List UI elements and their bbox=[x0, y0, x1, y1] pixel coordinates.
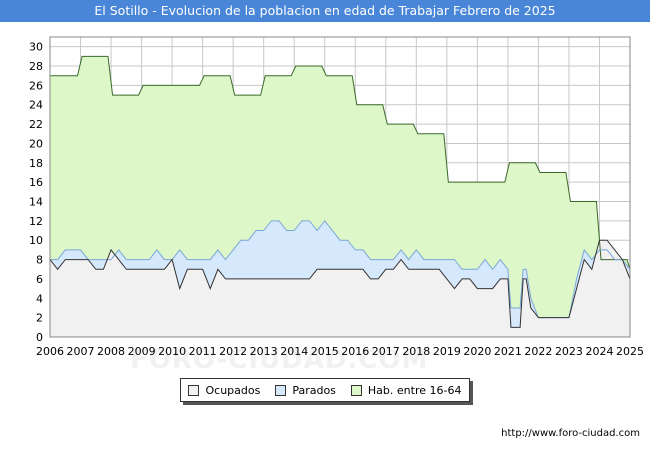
x-tick-label: 2013 bbox=[250, 345, 278, 358]
legend-label-parados: Parados bbox=[292, 383, 336, 397]
plot-frame bbox=[49, 36, 631, 338]
x-tick-label: 2018 bbox=[402, 345, 430, 358]
x-tick-label: 2010 bbox=[158, 345, 186, 358]
x-tick-label: 2012 bbox=[219, 345, 247, 358]
y-tick-label: 4 bbox=[36, 292, 43, 305]
y-tick-label: 24 bbox=[29, 99, 43, 112]
x-tick-label: 2006 bbox=[36, 345, 64, 358]
x-tick-label: 2015 bbox=[311, 345, 339, 358]
x-tick-label: 2008 bbox=[97, 345, 125, 358]
y-tick-label: 30 bbox=[29, 41, 43, 54]
legend-item-parados: Parados bbox=[275, 384, 336, 397]
x-tick-label: 2016 bbox=[341, 345, 369, 358]
x-tick-label: 2025 bbox=[616, 345, 644, 358]
legend-swatch-parados bbox=[275, 384, 287, 396]
x-tick-label: 2011 bbox=[189, 345, 217, 358]
chart-title: El Sotillo - Evolucion de la poblacion e… bbox=[0, 0, 650, 22]
x-tick-label: 2021 bbox=[494, 345, 522, 358]
x-tick-label: 2019 bbox=[433, 345, 461, 358]
x-tick-label: 2009 bbox=[128, 345, 156, 358]
series-line-parados bbox=[50, 220, 631, 319]
legend-item-hab: Hab. entre 16-64 bbox=[350, 383, 462, 397]
y-tick-label: 22 bbox=[29, 118, 43, 131]
x-tick-label: 2017 bbox=[372, 345, 400, 358]
footer-url: http://www.foro-ciudad.com bbox=[501, 428, 640, 439]
x-tick-label: 2022 bbox=[524, 345, 552, 358]
legend: Ocupados Parados Hab. entre 16-64 bbox=[180, 378, 470, 402]
legend-item-ocupados: Ocupados bbox=[188, 384, 260, 397]
y-tick-label: 10 bbox=[29, 234, 43, 247]
x-tick-label: 2020 bbox=[463, 345, 491, 358]
y-tick-label: 0 bbox=[36, 331, 43, 344]
y-tick-label: 12 bbox=[29, 215, 43, 228]
legend-swatch-hab bbox=[350, 384, 362, 396]
x-tick-label: 2024 bbox=[585, 345, 613, 358]
legend-label-hab: Hab. entre 16-64 bbox=[367, 383, 462, 397]
x-tick-label: 2014 bbox=[280, 345, 308, 358]
y-tick-label: 26 bbox=[29, 79, 43, 92]
y-tick-label: 6 bbox=[36, 273, 43, 286]
y-tick-label: 20 bbox=[29, 137, 43, 150]
x-tick-label: 2007 bbox=[67, 345, 95, 358]
series-line-ocupados bbox=[49, 239, 631, 328]
watermark-text: FORO-CIUDAD.COM bbox=[130, 345, 429, 375]
legend-swatch-ocupados bbox=[188, 384, 200, 396]
legend-label-ocupados: Ocupados bbox=[205, 383, 261, 397]
series-area-ocupados bbox=[50, 240, 630, 337]
y-tick-label: 16 bbox=[29, 176, 43, 189]
y-tick-label: 8 bbox=[36, 254, 43, 267]
y-tick-label: 2 bbox=[36, 312, 43, 325]
y-tick-label: 28 bbox=[29, 60, 43, 73]
y-tick-label: 14 bbox=[29, 196, 43, 209]
x-tick-label: 2023 bbox=[555, 345, 583, 358]
series-line-hab bbox=[50, 55, 631, 270]
y-tick-label: 18 bbox=[29, 157, 43, 170]
